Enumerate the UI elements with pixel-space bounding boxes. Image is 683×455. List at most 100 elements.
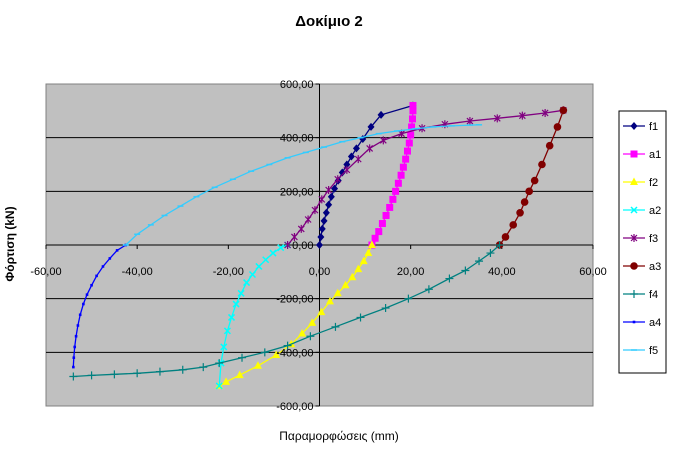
- data-point-f3-shape: [466, 117, 474, 126]
- data-point-a1-shape: [392, 187, 400, 195]
- data-point-a2-shape: [255, 262, 263, 270]
- data-point-f4-shape: [495, 241, 504, 249]
- data-point-a4: [85, 293, 89, 296]
- series-f4: [69, 241, 504, 381]
- data-point-f4: [133, 369, 142, 378]
- data-point-a4: [78, 313, 82, 317]
- legend-marker-a4: [632, 320, 636, 324]
- legend-marker-a4-shape: [632, 320, 636, 324]
- data-point-a3: [509, 221, 518, 229]
- data-point-f1: [320, 216, 328, 225]
- data-point-f2-shape: [308, 318, 317, 326]
- data-point-f1: [325, 200, 333, 209]
- data-point-f4-shape: [461, 266, 470, 275]
- data-point-a2-shape: [223, 327, 231, 335]
- data-point-f3: [318, 195, 326, 204]
- series-line-a4: [72, 244, 127, 368]
- data-point-a1-shape: [382, 211, 390, 219]
- data-point-a1-shape: [405, 139, 413, 147]
- data-point-a4-shape: [72, 365, 75, 369]
- data-point-f4-shape: [283, 341, 292, 350]
- data-point-f1: [316, 241, 323, 249]
- data-point-f4-shape: [424, 285, 433, 294]
- legend-marker-f2: [630, 177, 638, 185]
- data-point-a1-shape: [408, 123, 416, 131]
- data-point-f3: [284, 241, 292, 249]
- data-point-f3-shape: [297, 224, 305, 233]
- data-point-a2: [215, 382, 223, 390]
- data-point-a1-shape: [409, 101, 417, 109]
- data-point-f1: [367, 122, 375, 131]
- data-point-f2: [235, 370, 244, 379]
- data-point-f4: [283, 341, 292, 350]
- data-point-a2-shape: [227, 313, 236, 321]
- data-point-f1: [377, 110, 385, 119]
- data-point-f2: [354, 264, 363, 273]
- data-point-f2-shape: [222, 377, 231, 385]
- legend-label-f2: f2: [649, 177, 658, 189]
- data-point-f4: [424, 285, 433, 294]
- data-point-f1-shape: [327, 192, 335, 201]
- data-point-f3-shape: [318, 195, 326, 204]
- data-point-a1: [371, 234, 379, 242]
- data-point-f4-shape: [199, 363, 208, 372]
- data-point-f4-shape: [215, 359, 224, 368]
- data-point-f4-shape: [331, 322, 340, 331]
- y-tick-label: 0,00: [292, 240, 313, 252]
- data-point-f1: [338, 168, 346, 177]
- data-point-a1: [389, 195, 397, 203]
- legend-marker-f3-shape: [630, 234, 638, 242]
- data-point-f4: [475, 257, 484, 266]
- data-point-f4-shape: [475, 257, 484, 266]
- data-point-f3-shape: [379, 136, 387, 145]
- data-point-f3-shape: [284, 241, 292, 249]
- legend-entry-f2: f2: [623, 177, 658, 189]
- data-point-f4-shape: [260, 348, 269, 357]
- data-point-a1: [408, 123, 416, 131]
- data-point-f2-shape: [354, 264, 363, 273]
- data-point-a1: [397, 171, 405, 179]
- data-point-f1-shape: [318, 224, 326, 233]
- data-point-a3: [553, 123, 562, 131]
- legend-entry-f1: f1: [623, 121, 658, 133]
- data-point-f4-shape: [445, 274, 454, 283]
- data-point-f4-shape: [87, 371, 96, 380]
- series-f1: [316, 101, 417, 249]
- y-axis-title: Φόρτιση (kN): [3, 206, 17, 281]
- legend-label-a4: a4: [649, 317, 661, 329]
- y-tick-label: 200,00: [280, 186, 314, 198]
- data-point-a2: [248, 270, 257, 279]
- data-point-a3: [520, 198, 529, 206]
- data-point-f1-shape: [367, 122, 375, 131]
- data-point-f2: [325, 296, 334, 305]
- data-point-f2-shape: [235, 370, 244, 379]
- data-point-a4-shape: [115, 249, 119, 252]
- data-point-f2-shape: [317, 307, 326, 316]
- data-point-f3: [366, 144, 374, 153]
- data-point-f4-shape: [178, 365, 187, 374]
- data-point-a1: [399, 163, 407, 171]
- data-point-f2-shape: [272, 350, 281, 359]
- data-point-f2: [298, 329, 307, 337]
- data-point-a1-shape: [378, 220, 386, 228]
- data-point-f1: [322, 208, 330, 217]
- data-point-a3: [525, 187, 533, 196]
- data-point-f3-shape: [366, 144, 374, 153]
- data-point-a1: [409, 101, 417, 109]
- data-point-f1: [318, 224, 326, 233]
- data-point-a1-shape: [371, 234, 379, 242]
- data-point-f2-shape: [367, 240, 376, 248]
- legend-marker-f1-shape: [630, 122, 638, 130]
- data-point-f4-shape: [238, 353, 247, 362]
- data-point-a3: [516, 209, 524, 217]
- data-point-a2: [227, 313, 236, 321]
- data-point-f3-shape: [354, 155, 362, 164]
- data-point-f2-shape: [348, 272, 357, 281]
- legend-marker-a3-shape: [630, 262, 638, 270]
- data-point-f4-shape: [133, 369, 142, 378]
- data-point-f1-shape: [316, 241, 323, 249]
- data-point-a4: [76, 324, 80, 327]
- data-point-a2-shape: [269, 249, 277, 257]
- data-point-a2: [223, 327, 231, 335]
- data-point-a2: [232, 300, 240, 308]
